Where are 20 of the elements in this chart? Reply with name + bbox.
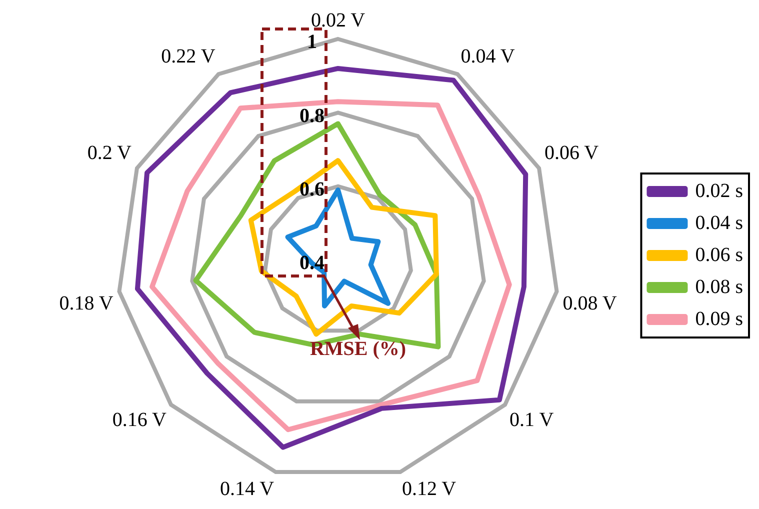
- spoke-label: 0.08 V: [562, 292, 618, 315]
- legend-label: 0.09 s: [695, 308, 744, 330]
- legend-label: 0.08 s: [695, 276, 744, 298]
- legend-label: 0.02 s: [695, 180, 744, 202]
- spoke-label: 0.02 V: [310, 9, 366, 32]
- legend-label: 0.04 s: [695, 212, 744, 234]
- legend-label: 0.06 s: [695, 244, 744, 266]
- y-tick-label: 0.6: [300, 178, 324, 201]
- y-tick-label: 1: [307, 31, 317, 54]
- spoke-label: 0.06 V: [544, 142, 600, 164]
- spoke-label: 0.18 V: [59, 292, 114, 315]
- y-tick-label: 0.8: [300, 104, 324, 127]
- spoke-label: 0.14 V: [220, 478, 275, 500]
- spoke-label: 0.16 V: [112, 408, 167, 431]
- spoke-label: 0.12 V: [402, 478, 457, 500]
- spoke-label: 0.04 V: [460, 45, 516, 68]
- spoke-label: 0.2 V: [87, 142, 132, 164]
- text: RMSE (%): [310, 338, 406, 360]
- spoke-label: 0.22 V: [161, 45, 216, 68]
- spoke-label: 0.1 V: [510, 408, 554, 431]
